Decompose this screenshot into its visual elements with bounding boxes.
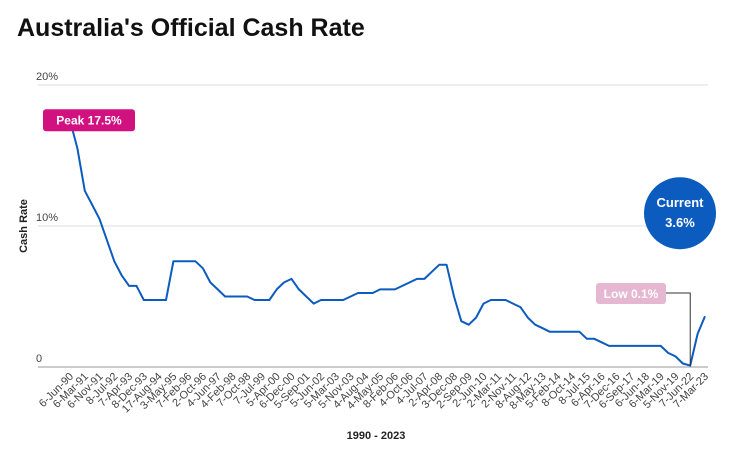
data-line xyxy=(69,120,706,367)
peak-label: Peak 17.5% xyxy=(56,113,122,127)
x-axis-title: 1990 - 2023 xyxy=(347,430,406,442)
y-axis-title: Cash Rate xyxy=(18,199,30,253)
y-tick-label: 20% xyxy=(36,71,58,83)
current-value: 3.6% xyxy=(665,215,695,230)
y-tick-label: 10% xyxy=(36,212,58,224)
current-label: Current xyxy=(657,195,705,210)
low-box xyxy=(596,283,666,304)
low-connector xyxy=(666,292,691,366)
y-tick-label: 0 xyxy=(36,353,42,365)
low-label: Low 0.1% xyxy=(604,287,659,301)
current-badge xyxy=(644,177,716,250)
peak-box xyxy=(43,109,135,132)
chart-title: Australia's Official Cash Rate xyxy=(17,14,365,42)
